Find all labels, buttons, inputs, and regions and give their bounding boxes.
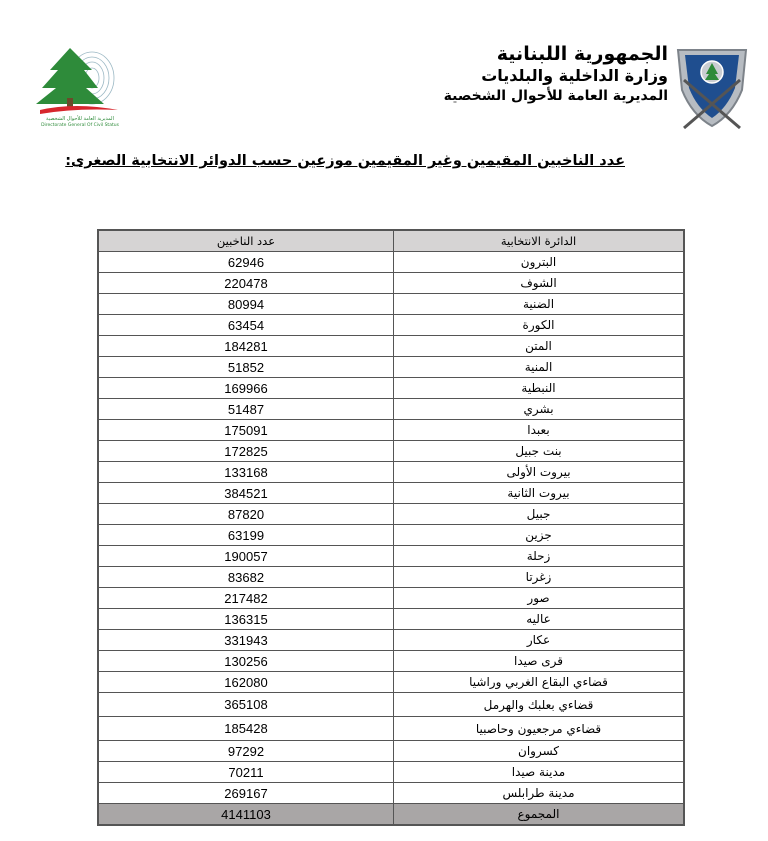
- voters-count-cell: 97292: [97, 740, 394, 762]
- voters-count-cell: 190057: [97, 545, 394, 567]
- district-cell: مدينة طرابلس: [393, 782, 685, 804]
- header-line-1: الجمهورية اللبنانية: [496, 43, 668, 65]
- table-row: قرى صيدا 130256: [97, 650, 685, 672]
- district-cell: جزين: [393, 524, 685, 546]
- district-cell: البترون: [393, 251, 685, 273]
- table-row: الكورة 63454: [97, 314, 685, 336]
- header-line-2: وزارة الداخلية والبلديات: [481, 66, 668, 85]
- district-cell: زحلة: [393, 545, 685, 567]
- voters-count-cell: 70211: [97, 761, 394, 783]
- table-header-row: الدائرة الانتخابية عدد الناخبين: [97, 229, 685, 252]
- total-label: المجموع: [393, 803, 685, 826]
- voters-count-cell: 63199: [97, 524, 394, 546]
- logo-caption-en: Directorate General Of Civil Status: [41, 122, 120, 128]
- district-cell: جبيل: [393, 503, 685, 525]
- table-row: عاليه 136315: [97, 608, 685, 630]
- voters-count-cell: 133168: [97, 461, 394, 483]
- table-row: صور 217482: [97, 587, 685, 609]
- table-row: قضاءي مرجعيون وحاصبيا 185428: [97, 716, 685, 741]
- district-cell: صور: [393, 587, 685, 609]
- table-row: بعبدا 175091: [97, 419, 685, 441]
- table-row: مدينة صيدا 70211: [97, 761, 685, 783]
- total-row: المجموع 4141103: [97, 803, 685, 826]
- voters-count-cell: 269167: [97, 782, 394, 804]
- voters-count-cell: 365108: [97, 692, 394, 717]
- column-header-district: الدائرة الانتخابية: [393, 229, 685, 252]
- voters-count-cell: 51852: [97, 356, 394, 378]
- table-row: المتن 184281: [97, 335, 685, 357]
- district-cell: بعبدا: [393, 419, 685, 441]
- district-cell: النبطية: [393, 377, 685, 399]
- table-row: البترون 62946: [97, 251, 685, 273]
- voters-count-cell: 51487: [97, 398, 394, 420]
- voters-count-cell: 172825: [97, 440, 394, 462]
- table-row: قضاءي بعلبك والهرمل 365108: [97, 692, 685, 717]
- district-cell: عكار: [393, 629, 685, 651]
- voters-count-cell: 175091: [97, 419, 394, 441]
- district-cell: قرى صيدا: [393, 650, 685, 672]
- district-cell: الضنية: [393, 293, 685, 315]
- table-row: جزين 63199: [97, 524, 685, 546]
- district-cell: بنت جبيل: [393, 440, 685, 462]
- table-row: زغرتا 83682: [97, 566, 685, 588]
- district-cell: مدينة صيدا: [393, 761, 685, 783]
- voters-count-cell: 185428: [97, 716, 394, 741]
- table-row: زحلة 190057: [97, 545, 685, 567]
- logo-caption-ar: المديرية العامة للأحوال الشخصية: [46, 115, 114, 122]
- district-cell: زغرتا: [393, 566, 685, 588]
- ministry-shield-logo: [676, 49, 748, 130]
- table-row: الشوف 220478: [97, 272, 685, 294]
- voters-count-cell: 184281: [97, 335, 394, 357]
- voters-count-cell: 63454: [97, 314, 394, 336]
- voters-count-cell: 220478: [97, 272, 394, 294]
- voters-count-cell: 62946: [97, 251, 394, 273]
- district-cell: بيروت الأولى: [393, 461, 685, 483]
- table-row: بيروت الأولى 133168: [97, 461, 685, 483]
- civil-status-logo: المديرية العامة للأحوال الشخصية Director…: [36, 48, 120, 128]
- voters-table: الدائرة الانتخابية عدد الناخبين البترون 6…: [97, 229, 685, 826]
- voters-count-cell: 83682: [97, 566, 394, 588]
- district-cell: بشري: [393, 398, 685, 420]
- table-row: كسروان 97292: [97, 740, 685, 762]
- table-row: الضنية 80994: [97, 293, 685, 315]
- table-row: بنت جبيل 172825: [97, 440, 685, 462]
- district-cell: المنية: [393, 356, 685, 378]
- table-row: قضاءي البقاع الغربي وراشيا 162080: [97, 671, 685, 693]
- total-value: 4141103: [97, 803, 394, 826]
- district-cell: المتن: [393, 335, 685, 357]
- district-cell: قضاءي مرجعيون وحاصبيا: [393, 716, 685, 741]
- district-cell: قضاءي البقاع الغربي وراشيا: [393, 671, 685, 693]
- voters-count-cell: 169966: [97, 377, 394, 399]
- page-title: عدد الناخبين المقيمين وغير المقيمين موزع…: [65, 153, 625, 169]
- table-row: بشري 51487: [97, 398, 685, 420]
- voters-count-cell: 136315: [97, 608, 394, 630]
- voters-count-cell: 80994: [97, 293, 394, 315]
- table-row: بيروت الثانية 384521: [97, 482, 685, 504]
- voters-count-cell: 87820: [97, 503, 394, 525]
- table-row: المنية 51852: [97, 356, 685, 378]
- table-row: عكار 331943: [97, 629, 685, 651]
- table-row: مدينة طرابلس 269167: [97, 782, 685, 804]
- ministry-header: الجمهورية اللبنانية وزارة الداخلية والبل…: [444, 44, 668, 107]
- voters-count-cell: 217482: [97, 587, 394, 609]
- table-row: النبطية 169966: [97, 377, 685, 399]
- district-cell: عاليه: [393, 608, 685, 630]
- header-line-3: المديرية العامة للأحوال الشخصية: [443, 88, 668, 104]
- district-cell: الشوف: [393, 272, 685, 294]
- district-cell: كسروان: [393, 740, 685, 762]
- voters-count-cell: 384521: [97, 482, 394, 504]
- voters-count-cell: 130256: [97, 650, 394, 672]
- district-cell: قضاءي بعلبك والهرمل: [393, 692, 685, 717]
- voters-count-cell: 162080: [97, 671, 394, 693]
- table-row: جبيل 87820: [97, 503, 685, 525]
- district-cell: الكورة: [393, 314, 685, 336]
- voters-count-cell: 331943: [97, 629, 394, 651]
- district-cell: بيروت الثانية: [393, 482, 685, 504]
- column-header-voters: عدد الناخبين: [97, 229, 394, 252]
